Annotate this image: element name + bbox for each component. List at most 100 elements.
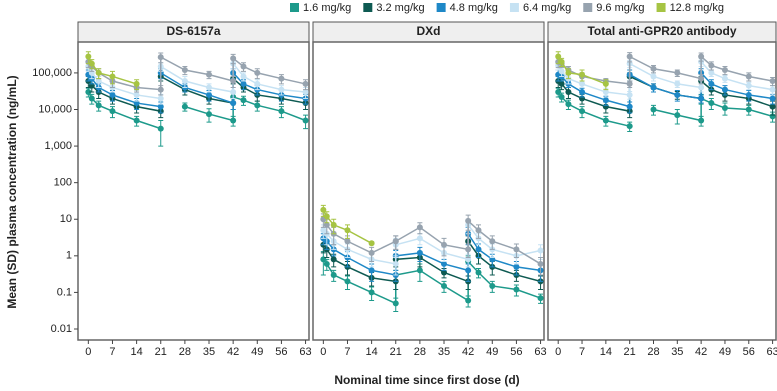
x-tick-label: 49 (719, 346, 731, 358)
data-point (344, 238, 351, 245)
data-point (323, 213, 330, 220)
data-point (133, 91, 140, 98)
x-tick-label: 42 (695, 346, 707, 358)
panel-frame (77, 41, 310, 341)
legend-swatch (509, 3, 519, 12)
data-point (157, 125, 164, 132)
series-line (322, 231, 541, 276)
data-point (441, 241, 448, 248)
x-tick-label: 14 (600, 346, 612, 358)
data-point (95, 69, 102, 76)
data-point (416, 224, 423, 231)
data-point (368, 289, 375, 296)
x-tick-label: 63 (766, 346, 777, 358)
y-tick-label: 0.01 (51, 323, 72, 335)
y-tick-label: 100,000 (32, 67, 72, 79)
data-point (323, 221, 330, 228)
data-point (602, 89, 609, 96)
data-point (558, 80, 565, 87)
data-point (344, 278, 351, 285)
x-tick-label: 42 (462, 346, 474, 358)
data-point (745, 73, 752, 80)
data-point (602, 80, 609, 87)
data-point (157, 95, 164, 102)
data-point (489, 238, 496, 245)
x-tick-label: 14 (365, 346, 377, 358)
x-tick-label: 49 (251, 346, 263, 358)
x-tick-label: 0 (85, 346, 91, 358)
data-point (513, 286, 520, 293)
panel-title: Total anti-GPR20 antibody (587, 24, 736, 38)
data-point (302, 80, 309, 87)
data-point (579, 89, 586, 96)
data-point (602, 117, 609, 124)
data-point (278, 86, 285, 93)
data-point (330, 221, 337, 228)
data-point (626, 53, 633, 60)
data-point (674, 69, 681, 76)
data-point (565, 69, 572, 76)
data-point (85, 89, 92, 96)
x-tick-label: 21 (155, 346, 167, 358)
data-point (650, 84, 657, 91)
data-point (558, 93, 565, 100)
legend-label: 9.6 mg/kg (596, 2, 644, 14)
data-point (698, 84, 705, 91)
data-point (368, 249, 375, 256)
data-point (240, 80, 247, 87)
x-tick-label: 63 (534, 346, 546, 358)
legend-swatch (436, 3, 446, 12)
series-line (184, 95, 306, 122)
data-point (565, 101, 572, 108)
panel-frame (547, 41, 777, 341)
series-line (322, 218, 541, 265)
data-point (745, 91, 752, 98)
data-point (109, 73, 116, 80)
data-point (181, 78, 188, 85)
data-point (95, 78, 102, 85)
data-point (626, 103, 633, 110)
data-point (602, 97, 609, 104)
legend-swatch (656, 3, 666, 12)
data-point (708, 100, 715, 107)
data-point (626, 91, 633, 98)
data-point (392, 300, 399, 307)
data-point (95, 102, 102, 109)
data-point (441, 260, 448, 267)
y-axis-label: Mean (SD) plasma concentration (ng/mL) (5, 75, 19, 308)
x-tick-label: 28 (179, 346, 191, 358)
data-point (85, 53, 92, 60)
data-point (650, 65, 657, 72)
x-tick-label: 56 (275, 346, 287, 358)
y-tick-label: 10,000 (38, 103, 72, 115)
legend-label: 1.6 mg/kg (303, 2, 351, 14)
x-tick-label: 56 (510, 346, 522, 358)
x-tick-label: 28 (647, 346, 659, 358)
data-point (416, 249, 423, 256)
y-tick-label: 100 (54, 177, 72, 189)
data-point (558, 58, 565, 65)
data-point (368, 240, 375, 247)
legend-swatch (290, 3, 299, 12)
x-tick-label: 7 (109, 346, 115, 358)
data-point (698, 95, 705, 102)
data-point (721, 67, 728, 74)
panel-title: DXd (417, 24, 441, 38)
data-point (392, 238, 399, 245)
error-bar (158, 120, 164, 147)
data-point (230, 117, 237, 124)
data-point (157, 86, 164, 93)
data-point (240, 63, 247, 70)
legend-label: 6.4 mg/kg (523, 2, 571, 14)
data-point (88, 60, 95, 67)
data-point (278, 108, 285, 115)
x-axis-label: Nominal time since first dose (d) (334, 373, 519, 387)
data-point (626, 123, 633, 130)
data-point (769, 95, 776, 102)
data-point (475, 269, 482, 276)
data-point (579, 108, 586, 115)
data-point (278, 75, 285, 82)
data-point (489, 282, 496, 289)
data-point (565, 89, 572, 96)
data-point (230, 78, 237, 85)
